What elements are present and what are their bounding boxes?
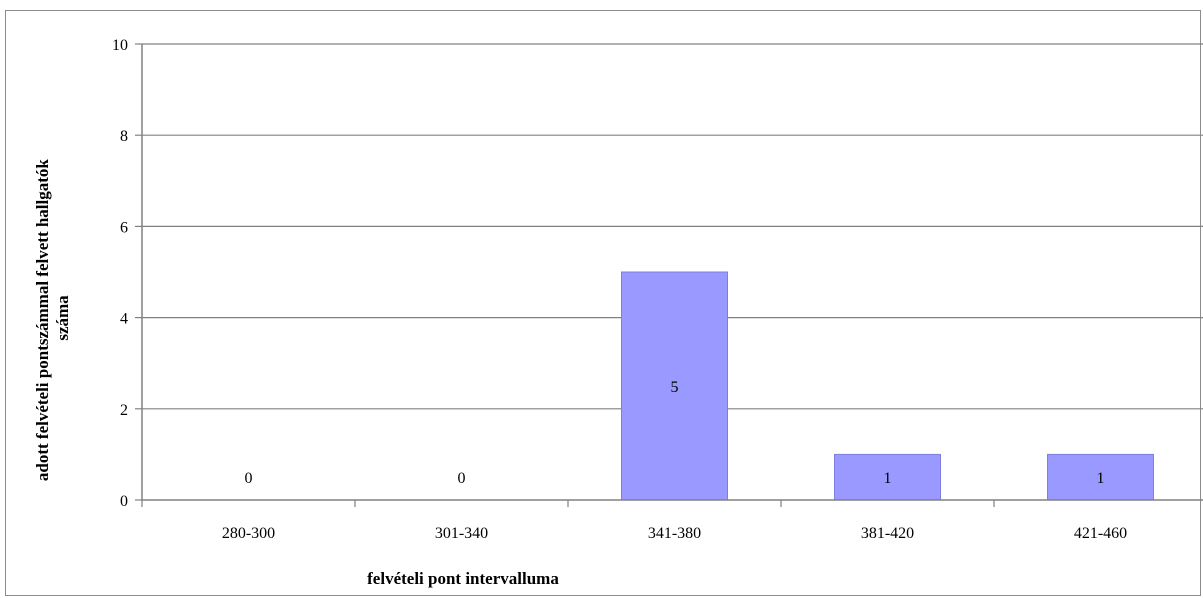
data-label-341-380: 5 — [671, 379, 679, 396]
axes — [135, 43, 1203, 507]
y-tick-labels: 0 2 4 6 8 10 — [112, 37, 128, 510]
bar-381-420 — [834, 453, 941, 501]
chart-frame — [5, 10, 1201, 596]
x-tick-label-421-460: 421-460 — [1074, 525, 1127, 542]
y-tick-label: 4 — [120, 311, 128, 328]
bar-341-380 — [621, 271, 728, 501]
y-tick-label: 6 — [120, 219, 128, 236]
bar-421-460 — [1047, 453, 1154, 501]
y-tick-label: 8 — [120, 128, 128, 145]
y-axis-title: adott felvételi pontszámmal felvett hall… — [33, 155, 72, 481]
data-label-301-340: 0 — [458, 470, 466, 487]
data-labels: 0 0 5 1 1 — [245, 379, 1105, 487]
y-axis-title-line-2: száma — [53, 295, 72, 341]
x-tick-label-301-340: 301-340 — [435, 525, 488, 542]
x-tick-label-280-300: 280-300 — [222, 525, 275, 542]
x-tick-label-341-380: 341-380 — [648, 525, 701, 542]
data-label-421-460: 1 — [1097, 470, 1105, 487]
gridlines — [142, 43, 1203, 410]
data-label-280-300: 0 — [245, 470, 253, 487]
data-label-381-420: 1 — [884, 470, 892, 487]
bars — [621, 271, 1154, 501]
y-axis-title-line-1: adott felvételi pontszámmal felvett hall… — [33, 159, 52, 482]
y-tick-label: 10 — [112, 37, 128, 54]
x-tick-labels: 280-300 301-340 341-380 381-420 421-460 — [222, 525, 1127, 542]
x-axis-title: felvételi pont intervalluma — [367, 569, 559, 588]
y-tick-label: 2 — [120, 402, 128, 419]
x-tick-label-381-420: 381-420 — [861, 525, 914, 542]
y-tick-label: 0 — [120, 493, 128, 510]
